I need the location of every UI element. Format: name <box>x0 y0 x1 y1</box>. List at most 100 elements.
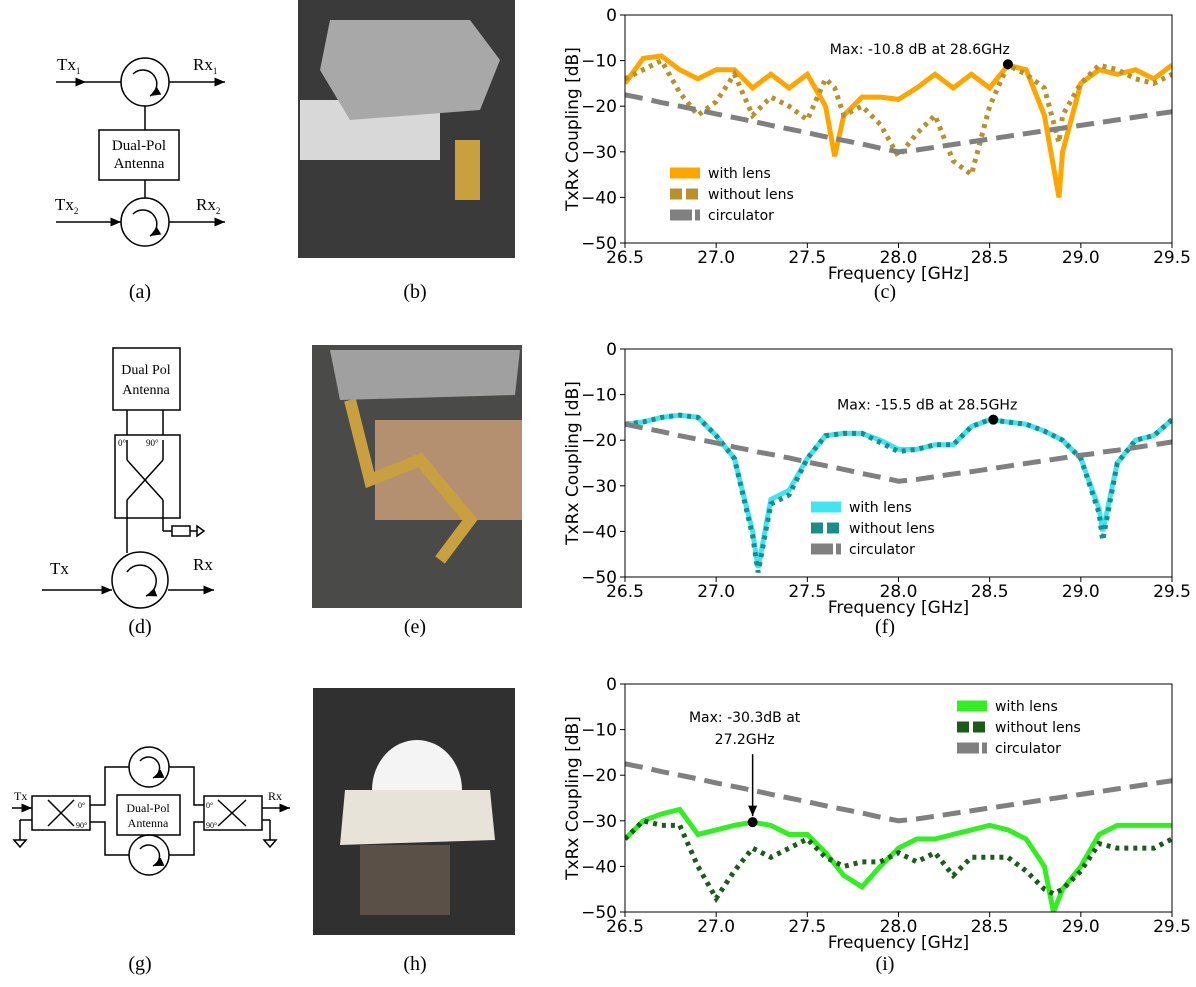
antenna-label: Antenna <box>114 156 165 172</box>
x-tick-label: 28.0 <box>880 917 918 937</box>
label: Rx2 <box>196 195 220 216</box>
photo-object <box>320 20 500 120</box>
legend-label: with lens <box>708 166 771 182</box>
y-axis-label: TxRx Coupling [dB] <box>563 47 583 212</box>
label: Rx <box>193 555 213 574</box>
label: Rx1 <box>193 55 217 76</box>
antenna-label: Dual-Pol <box>126 801 170 815</box>
chart: 26.5 27.0 27.5 28.0 28.5 29.0 29.5 0 −10 −20 −30 −4… <box>563 6 1191 284</box>
annotation: Max: -15.5 dB at 28.5GHz <box>837 398 1017 414</box>
y-tick-label: −10 <box>581 52 617 72</box>
label-main: Rx <box>193 55 213 74</box>
caption: (b) <box>403 281 426 303</box>
x-tick-label: 26.5 <box>606 582 644 602</box>
ground <box>262 820 278 849</box>
label-sub: 1 <box>76 66 81 76</box>
series-line <box>625 57 1172 179</box>
label: Tx2 <box>55 195 78 216</box>
photo-object <box>344 398 478 564</box>
photo-object <box>372 740 462 790</box>
y-tick-label: −30 <box>581 143 617 163</box>
y-tick-label: −30 <box>581 477 617 497</box>
axes-frame <box>624 348 1173 578</box>
x-axis-label: Frequency [GHz] <box>828 264 969 284</box>
label: Tx <box>14 789 27 803</box>
legend-label: with lens <box>995 699 1058 715</box>
antenna-box <box>112 347 181 411</box>
photo-b <box>298 0 515 258</box>
caption: (a) <box>129 281 151 303</box>
antenna-label: Antenna <box>122 383 170 398</box>
x-axis-label: Frequency [GHz] <box>828 933 969 953</box>
annotation-point <box>747 817 758 828</box>
x-tick-label: 27.0 <box>697 582 735 602</box>
photo-object <box>340 790 495 845</box>
wire <box>126 459 164 501</box>
x-tick-label: 27.5 <box>788 248 826 268</box>
hybrid-box <box>31 795 91 831</box>
label-sub: 2 <box>216 206 221 216</box>
label: Tx1 <box>57 55 80 76</box>
circulator-arrow <box>132 69 162 97</box>
circulator <box>111 551 169 609</box>
x-tick-label: 27.5 <box>788 582 826 602</box>
label: Rx <box>268 789 282 803</box>
ground <box>12 820 28 849</box>
annotation: 27.2GHz <box>715 732 775 748</box>
annotation: Max: -30.3dB at <box>689 710 801 726</box>
y-axis-label: TxRx Coupling [dB] <box>563 381 583 546</box>
photo-e <box>312 345 522 608</box>
series-line <box>625 806 1172 912</box>
x-tick-label: 28.0 <box>880 248 918 268</box>
legend-label: circulator <box>995 741 1061 757</box>
axes-frame <box>624 683 1173 913</box>
x-tick-label: 29.5 <box>1153 582 1191 602</box>
label-main: Tx <box>55 195 74 214</box>
annotation-point <box>1002 59 1013 70</box>
x-tick-label: 26.5 <box>606 248 644 268</box>
caption: (g) <box>128 953 151 975</box>
circulator <box>128 834 170 876</box>
series-line <box>625 761 1172 824</box>
y-tick-label: −50 <box>581 903 617 923</box>
legend-label: without lens <box>849 521 935 537</box>
wire <box>217 799 247 827</box>
series-line <box>625 53 1172 198</box>
wire <box>90 766 204 806</box>
antenna-label: Antenna <box>128 816 169 830</box>
diagram-d: Dual Pol Antenna 0° 90° Tx Rx <box>42 347 214 609</box>
series-line <box>625 818 1172 904</box>
circulator-arrow <box>139 756 165 779</box>
caption: (i) <box>876 953 895 975</box>
y-tick-label: −20 <box>581 766 617 786</box>
legend-label: without lens <box>995 720 1081 736</box>
termination <box>171 525 191 537</box>
label-main: Rx <box>196 195 216 214</box>
chart: 26.5 27.0 27.5 28.0 28.5 29.0 29.5 0 −10 −20 −30 −4… <box>563 675 1191 953</box>
y-tick-label: −20 <box>581 97 617 117</box>
y-axis-label: TxRx Coupling [dB] <box>563 716 583 881</box>
series-line <box>625 92 1172 155</box>
photo-object <box>455 140 480 200</box>
y-tick-label: −30 <box>581 812 617 832</box>
series-line <box>625 412 1172 573</box>
x-tick-label: 29.5 <box>1153 248 1191 268</box>
port-label: 90° <box>146 438 159 448</box>
y-tick-label: −40 <box>581 857 617 877</box>
hybrid-box <box>114 434 181 519</box>
photo-h <box>313 688 515 935</box>
y-tick-label: 0 <box>606 6 617 26</box>
y-tick-label: −10 <box>581 386 617 406</box>
x-tick-label: 28.5 <box>971 582 1009 602</box>
x-tick-label: 29.0 <box>1062 582 1100 602</box>
wire <box>90 821 204 856</box>
x-tick-label: 28.5 <box>971 917 1009 937</box>
legend-label: circulator <box>849 542 915 558</box>
y-tick-label: −50 <box>581 568 617 588</box>
port-label: 90° <box>206 821 217 830</box>
label-sub: 2 <box>74 206 79 216</box>
photo-object <box>360 845 450 915</box>
x-tick-label: 29.5 <box>1153 917 1191 937</box>
port-label: 0° <box>118 438 127 448</box>
antenna-label: Dual Pol <box>121 363 171 378</box>
